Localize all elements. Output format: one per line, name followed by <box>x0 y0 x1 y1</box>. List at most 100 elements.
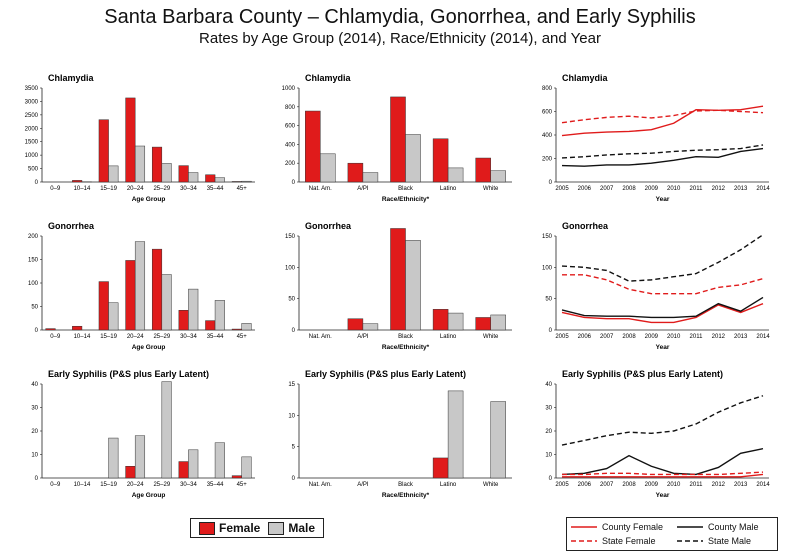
x-tick-label: 2014 <box>756 334 770 340</box>
male-bar <box>108 302 119 331</box>
county-female-line-key <box>571 526 597 528</box>
chart-panel: Gonorrhea 0 50 100 150 Year 2005 2006 2007 2008 20… <box>534 218 779 358</box>
female-bar <box>347 162 364 183</box>
female-bar <box>432 309 449 331</box>
y-tick-label: 10 <box>288 413 295 419</box>
state-female-line <box>561 109 764 124</box>
x-tick-label: Black <box>398 334 414 340</box>
male-bar <box>490 314 506 331</box>
x-tick-label: 0–9 <box>50 334 61 340</box>
y-tick-label: 40 <box>31 382 38 388</box>
x-tick-label: 2008 <box>622 186 636 192</box>
x-tick-label: Latino <box>440 482 457 488</box>
x-tick-label: 2005 <box>555 482 569 488</box>
x-tick-label: 45+ <box>237 334 248 340</box>
male-bar <box>134 241 146 331</box>
y-tick-label: 0 <box>35 328 39 334</box>
male-bar <box>241 456 252 479</box>
chart-panel: Chlamydia 0 200 400 600 800 Year 2005 2006 2007 20… <box>534 70 779 210</box>
x-tick-label: 2012 <box>712 186 726 192</box>
y-tick-label: 0 <box>549 180 553 186</box>
y-tick-label: 30 <box>31 406 38 412</box>
state-male-line-key <box>677 540 703 542</box>
y-tick-label: 2500 <box>25 113 39 119</box>
y-tick-label: 30 <box>545 406 552 412</box>
x-tick-label: 10–14 <box>74 334 91 340</box>
x-tick-label: 2005 <box>555 186 569 192</box>
y-tick-label: 5 <box>292 445 296 451</box>
x-tick-label: Nat. Am. <box>309 186 332 192</box>
female-bar <box>125 466 136 479</box>
chart-svg: Early Syphilis (P&S plus Early Latent) 0 1… <box>545 369 770 499</box>
state-male-line <box>561 395 764 446</box>
y-tick-label: 10 <box>31 453 38 459</box>
female-bar <box>231 181 242 183</box>
male-bar <box>320 153 336 183</box>
y-tick-label: 0 <box>35 180 39 186</box>
x-tick-label: 25–29 <box>153 482 170 488</box>
x-tick-label: 15–19 <box>100 334 117 340</box>
female-bar <box>178 165 189 183</box>
y-tick-label: 150 <box>28 258 39 264</box>
x-tick-label: 10–14 <box>74 186 91 192</box>
x-tick-label: Latino <box>440 186 457 192</box>
county-male-line <box>561 147 764 167</box>
female-bar <box>125 97 136 183</box>
panel-title: Early Syphilis (P&S plus Early Latent) <box>305 369 466 379</box>
chart-panel: Chlamydia 0 200 400 600 800 1000 Race/Ethnicity… <box>277 70 522 210</box>
y-tick-label: 600 <box>542 110 553 116</box>
chart-svg: Gonorrhea 0 50 100 150 Race/Ethnicity* Nat. Am… <box>285 221 512 351</box>
legend-county-female: County Female <box>602 522 664 532</box>
female-bar <box>390 96 406 183</box>
y-tick-label: 0 <box>292 476 296 482</box>
x-tick-label: 35–44 <box>207 334 224 340</box>
x-tick-label: Latino <box>440 334 457 340</box>
female-bar <box>231 475 242 479</box>
x-tick-label: 2006 <box>578 186 592 192</box>
county-male-line <box>561 296 764 319</box>
female-bar <box>475 317 491 331</box>
x-tick-label: 2011 <box>690 482 704 488</box>
y-tick-label: 40 <box>545 382 552 388</box>
female-bar <box>151 146 163 183</box>
x-tick-label: 45+ <box>237 186 248 192</box>
y-tick-label: 200 <box>542 157 553 163</box>
x-tick-label: White <box>483 334 499 340</box>
x-tick-label: A/PI <box>357 482 369 488</box>
legend-male-label: Male <box>288 521 316 535</box>
x-tick-label: 15–19 <box>100 482 117 488</box>
y-tick-label: 50 <box>545 297 552 303</box>
panel-title: Chlamydia <box>305 73 352 83</box>
female-bar <box>205 320 216 331</box>
panel-title: Chlamydia <box>48 73 95 83</box>
x-tick-label: 2005 <box>555 334 569 340</box>
x-tick-label: 2013 <box>734 186 748 192</box>
male-bar <box>188 449 199 479</box>
male-bar <box>405 134 421 183</box>
y-tick-label: 500 <box>28 167 39 173</box>
male-bar <box>241 323 252 331</box>
county-female-line <box>561 303 764 324</box>
legend-state-female: State Female <box>602 536 656 546</box>
chart-panel: Chlamydia 0 500 1000 1500 2000 2500 3000 3500 Age… <box>20 70 265 210</box>
x-tick-label: 2012 <box>712 334 726 340</box>
x-axis-label: Race/Ethnicity* <box>382 196 430 203</box>
chart-panel: Gonorrhea 0 50 100 150 200 Age Group 0–9 10–14 15… <box>20 218 265 358</box>
male-bar <box>214 177 225 183</box>
male-bar <box>161 274 172 331</box>
male-bar <box>405 240 421 331</box>
x-tick-label: 30–34 <box>180 482 197 488</box>
x-axis-label: Year <box>656 196 670 203</box>
y-tick-label: 0 <box>549 476 553 482</box>
x-tick-label: 2006 <box>578 482 592 488</box>
male-swatch <box>268 521 285 535</box>
y-tick-label: 0 <box>35 476 39 482</box>
x-tick-label: A/PI <box>357 186 369 192</box>
female-bar <box>305 110 321 183</box>
female-bar <box>98 119 109 183</box>
female-bar <box>125 260 136 331</box>
male-bar <box>161 381 172 479</box>
x-tick-label: 2008 <box>622 334 636 340</box>
x-tick-label: 2010 <box>667 334 681 340</box>
chart-svg: Chlamydia 0 500 1000 1500 2000 2500 3000 3500 Age… <box>25 73 255 203</box>
